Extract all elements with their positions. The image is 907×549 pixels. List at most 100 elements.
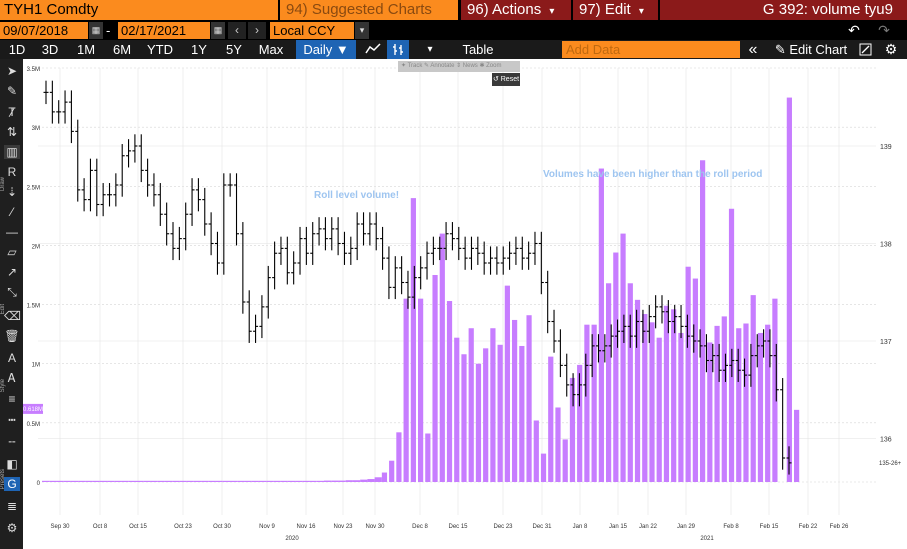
volume-bar — [475, 363, 482, 482]
brush-icon[interactable]: ⁄ — [10, 205, 13, 219]
actions-label: 96) Actions — [467, 1, 542, 18]
left-axis-tick: 3.5M — [27, 67, 40, 73]
volume-bar — [620, 233, 626, 482]
range-1m[interactable]: 1M — [76, 42, 96, 57]
reset-zoom-button[interactable]: ↺ Reset — [492, 73, 520, 86]
volume-bar — [663, 305, 670, 482]
volume-bar — [70, 480, 79, 482]
volume-bar — [85, 480, 93, 482]
color-preset-icon[interactable]: G — [4, 477, 20, 491]
range-max[interactable]: Max — [258, 42, 284, 57]
rectangle-icon[interactable]: ▱ — [7, 245, 17, 259]
settings-gear-icon[interactable]: ⚙ — [884, 41, 898, 57]
font-size-icon[interactable]: Ꭺ — [7, 371, 17, 385]
currency-dropdown-icon[interactable]: ▾ — [355, 22, 369, 39]
volume-bar — [42, 480, 50, 482]
x-axis-tick: Nov 23 — [333, 524, 353, 530]
edit-menu[interactable]: 97) Edit ▾ — [573, 0, 658, 20]
line-chart-icon[interactable] — [362, 40, 384, 59]
chart-type-dropdown-icon[interactable]: ▾ — [427, 44, 433, 55]
line-weight-icon[interactable]: ≡ — [8, 392, 16, 406]
volume-bar — [403, 298, 409, 482]
volume-bar — [374, 477, 382, 482]
edit-chart-button[interactable]: ✎ Edit Chart — [768, 40, 854, 59]
volume-bar — [786, 97, 792, 483]
drawing-toolbar: ➤ ✎ Ⱦ ⇅ ▥ Draw R ⇣ ⁄ — ▱ ↗ ⤡ Edit ⌫ 🗑 A … — [0, 59, 23, 549]
retracement-icon[interactable]: R — [7, 165, 17, 179]
bar-tool-icon[interactable]: ▥ — [4, 145, 20, 159]
arrow-icon[interactable]: ↗ — [6, 265, 18, 279]
volume-bar — [468, 328, 474, 482]
volume-bar — [92, 480, 100, 482]
volume-bar — [179, 480, 187, 482]
volume-bar — [584, 324, 590, 482]
edit-arrow-icon[interactable]: ⤡ — [7, 285, 17, 299]
volume-bar — [765, 324, 771, 482]
start-date-input[interactable]: 09/07/2018 — [0, 22, 88, 39]
range-5y[interactable]: 5Y — [226, 42, 242, 57]
fib-icon[interactable]: ⇣ — [6, 185, 18, 199]
left-axis-tick: 0 — [37, 481, 41, 487]
right-axis-tick: 139 — [880, 144, 892, 151]
ticker-field[interactable]: TYH1 Comdty — [0, 0, 278, 20]
end-date-calendar-icon[interactable]: ▦ — [211, 22, 225, 39]
tool-settings-icon[interactable]: ⚙ — [6, 521, 18, 535]
line-chart-icon-svg — [365, 43, 381, 54]
edit-style-icon[interactable] — [857, 40, 873, 59]
horizontal-line-icon[interactable]: — — [6, 225, 18, 239]
volume-bar — [396, 432, 402, 482]
start-date-calendar-icon[interactable]: ▦ — [89, 22, 103, 39]
volume-bar — [642, 314, 648, 482]
volume-bar — [454, 337, 460, 482]
actions-dropdown-icon: ▾ — [549, 6, 555, 17]
pencil-draw-icon[interactable]: ✎ — [6, 84, 18, 98]
redo-icon[interactable]: ↷ — [878, 22, 890, 38]
volume-bar — [678, 332, 684, 482]
text-style-icon[interactable]: A — [7, 351, 16, 365]
volume-bar — [613, 252, 619, 482]
x-axis-tick: Dec 15 — [448, 524, 468, 530]
volume-bar — [540, 453, 547, 482]
volume-bar — [425, 433, 431, 482]
line-style-icon[interactable]: ┅ — [8, 413, 16, 427]
end-date-input[interactable]: 02/17/2021 — [118, 22, 210, 39]
pointer-icon[interactable]: ➤ — [6, 64, 18, 78]
trash-icon[interactable]: 🗑 — [4, 329, 20, 343]
range-ytd[interactable]: YTD — [147, 42, 173, 57]
edit-dropdown-icon: ▾ — [638, 6, 644, 17]
volume-bar — [237, 480, 245, 482]
popup-tool-items[interactable]: ✦ Track ✎ Annotate ⇕ News ✱ Zoom — [398, 61, 520, 72]
volume-bar — [208, 480, 216, 482]
next-period-icon[interactable]: › — [248, 22, 266, 39]
actions-menu[interactable]: 96) Actions ▾ — [461, 0, 571, 20]
range-6m[interactable]: 6M — [112, 42, 132, 57]
dash-icon[interactable]: ╌ — [8, 435, 16, 449]
add-data-input[interactable]: Add Data — [562, 41, 740, 58]
bar-chart-icon[interactable] — [387, 40, 409, 59]
left-axis-tick: 2M — [32, 244, 40, 250]
x-axis-panel — [23, 521, 876, 549]
volume-bar — [490, 328, 496, 482]
eraser-icon[interactable]: ⌫ — [4, 309, 21, 323]
volume-bar — [757, 332, 764, 482]
currency-select[interactable]: Local CCY — [270, 22, 354, 39]
range-3d[interactable]: 3D — [41, 42, 59, 57]
volume-bar — [128, 480, 136, 482]
range-1y[interactable]: 1Y — [191, 42, 207, 57]
volume-bar — [591, 324, 597, 482]
range-1d[interactable]: 1D — [8, 42, 26, 57]
volume-bar — [750, 295, 756, 482]
volume-bar — [606, 283, 612, 482]
volume-bar — [794, 409, 800, 482]
measure-icon[interactable]: ⇅ — [6, 125, 18, 139]
suggested-charts-button[interactable]: 94) Suggested Charts — [280, 0, 458, 20]
collapse-icon[interactable]: « — [748, 41, 758, 58]
table-button[interactable]: Table — [462, 42, 494, 57]
text-cursor-icon[interactable]: Ⱦ — [8, 105, 16, 119]
layers-icon[interactable]: ≣ — [6, 499, 18, 513]
periodicity-select[interactable]: Daily ▼ — [296, 40, 356, 59]
top-menu-bar: TYH1 Comdty 94) Suggested Charts 96) Act… — [0, 0, 907, 20]
prev-period-icon[interactable]: ‹ — [228, 22, 246, 39]
undo-icon[interactable]: ↶ — [848, 22, 860, 38]
fill-icon[interactable]: ◧ — [6, 457, 18, 471]
